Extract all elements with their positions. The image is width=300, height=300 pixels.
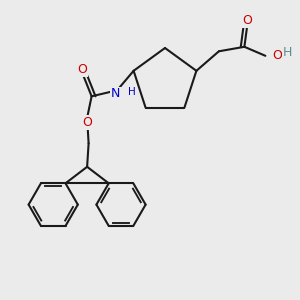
Text: H: H (128, 87, 135, 97)
Text: N: N (111, 87, 120, 101)
Text: O: O (82, 116, 92, 129)
Text: O: O (272, 49, 282, 62)
Text: H: H (283, 46, 292, 59)
Text: O: O (242, 14, 252, 27)
Text: O: O (78, 63, 88, 76)
